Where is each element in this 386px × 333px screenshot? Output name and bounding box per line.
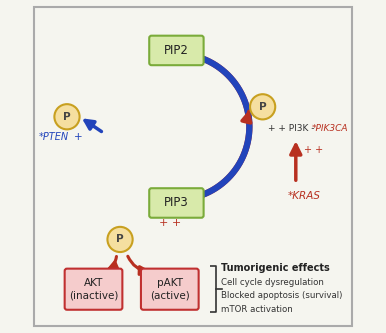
Text: PIP2: PIP2 — [164, 44, 189, 57]
Text: PIP3: PIP3 — [164, 196, 189, 209]
Circle shape — [107, 227, 133, 252]
Text: P: P — [259, 102, 266, 112]
Text: *KRAS: *KRAS — [288, 191, 320, 201]
Text: P: P — [116, 234, 124, 244]
FancyBboxPatch shape — [141, 269, 199, 310]
Text: P: P — [63, 112, 71, 122]
Text: AKT
(inactive): AKT (inactive) — [69, 278, 118, 300]
Text: Tumorigenic effects: Tumorigenic effects — [221, 263, 330, 273]
Text: Blocked apoptosis (survival): Blocked apoptosis (survival) — [221, 291, 342, 300]
Text: +: + — [74, 132, 82, 142]
FancyBboxPatch shape — [149, 36, 203, 65]
FancyBboxPatch shape — [149, 188, 203, 218]
Text: pAKT
(active): pAKT (active) — [150, 278, 190, 300]
Text: Cell cycle dysregulation: Cell cycle dysregulation — [221, 278, 324, 287]
Text: + +: + + — [159, 218, 181, 228]
Text: *PIK3CA: *PIK3CA — [312, 124, 348, 133]
Circle shape — [54, 104, 80, 129]
Text: *PTEN: *PTEN — [39, 132, 69, 142]
Text: + + PI3K -: + + PI3K - — [267, 124, 317, 133]
Text: + +: + + — [304, 145, 323, 155]
Text: mTOR activation: mTOR activation — [221, 305, 293, 314]
Circle shape — [250, 94, 275, 120]
FancyBboxPatch shape — [65, 269, 122, 310]
